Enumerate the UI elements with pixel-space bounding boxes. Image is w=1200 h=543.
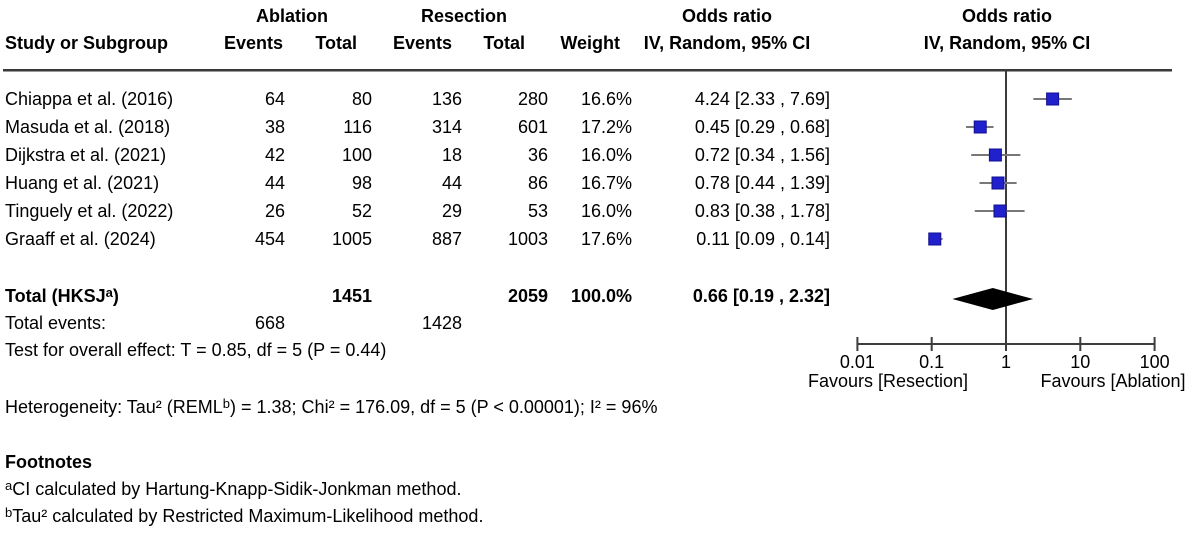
resection-events: 136	[431, 89, 462, 109]
resection-total: 36	[527, 145, 548, 165]
col-header-study: Study or Subgroup	[5, 33, 168, 53]
ablation-total: 80	[351, 89, 372, 109]
weight: 16.0%	[580, 145, 632, 165]
col-header-resection-total: Total	[483, 33, 525, 53]
summary-diamond	[952, 288, 1034, 310]
x-tick-label: 0.01	[840, 352, 875, 372]
resection-total: 280	[517, 89, 548, 109]
or-label: 0.83 [0.38 , 1.78]	[694, 201, 830, 221]
resection-events: 314	[431, 117, 462, 137]
x-tick-label: 100	[1140, 352, 1170, 372]
ablation-events: 44	[264, 173, 285, 193]
resection-events: 887	[431, 229, 462, 249]
total-events-resection: 1428	[421, 313, 462, 333]
col-header-resection-events: Events	[392, 33, 452, 53]
group-header-odds-ratio-plot: Odds ratio	[961, 6, 1053, 26]
or-label: 4.24 [2.33 , 7.69]	[694, 89, 830, 109]
group-header-resection: Resection	[420, 6, 508, 26]
ablation-total: 1005	[331, 229, 372, 249]
weight: 16.0%	[580, 201, 632, 221]
group-header-ablation: Ablation	[256, 6, 328, 26]
total-events-label: Total events:	[5, 313, 107, 333]
overall-effect-test: Test for overall effect: T = 0.85, df = …	[5, 340, 387, 360]
favours-right-label: Favours [Ablation]	[1040, 371, 1185, 391]
ablation-total: 100	[341, 145, 372, 165]
col-header-ablation-total: Total	[315, 33, 357, 53]
or-marker	[928, 232, 942, 246]
ablation-total: 98	[351, 173, 372, 193]
or-label: 0.72 [0.34 , 1.56]	[694, 145, 830, 165]
x-tick-label: 0.1	[919, 352, 944, 372]
or-label: 0.11 [0.09 , 0.14]	[696, 229, 830, 249]
or-marker	[988, 148, 1002, 162]
header-rule	[3, 69, 1172, 71]
total-weight: 100.0%	[570, 286, 632, 306]
study-label: Huang et al. (2021)	[5, 173, 160, 193]
ablation-total: 52	[351, 201, 372, 221]
ablation-total: 116	[343, 117, 372, 137]
weight: 16.7%	[580, 173, 632, 193]
ablation-events: 26	[264, 201, 285, 221]
study-label: Masuda et al. (2018)	[5, 117, 171, 137]
study-label: Tinguely et al. (2022)	[5, 201, 174, 221]
weight: 17.6%	[580, 229, 632, 249]
or-marker	[1046, 92, 1060, 106]
resection-total: 1003	[507, 229, 548, 249]
footnote-b: bTau² calculated by Restricted Maximum-L…	[5, 505, 484, 526]
col-header-ci-text: IV, Random, 95% CI	[643, 33, 811, 53]
footnote-a: aCI calculated by Hartung-Knapp-Sidik-Jo…	[5, 478, 462, 499]
or-label: 0.78 [0.44 , 1.39]	[694, 173, 830, 193]
resection-events: 44	[441, 173, 462, 193]
heterogeneity-test: Heterogeneity: Tau² (REMLb) = 1.38; Chi²…	[5, 396, 658, 417]
total-label: Total (HKSJa)	[5, 285, 119, 306]
group-header-odds-ratio-text: Odds ratio	[681, 6, 773, 26]
weight: 17.2%	[580, 117, 632, 137]
resection-events: 18	[441, 145, 462, 165]
weight: 16.6%	[580, 89, 632, 109]
total-resection-total: 2059	[507, 286, 548, 306]
resection-events: 29	[441, 201, 462, 221]
ablation-events: 454	[254, 229, 285, 249]
col-header-weight: Weight	[560, 33, 620, 53]
ablation-events: 42	[264, 145, 285, 165]
ablation-events: 64	[264, 89, 285, 109]
study-label: Chiappa et al. (2016)	[5, 89, 174, 109]
header-rule-shadow	[3, 71, 1172, 72]
study-label: Dijkstra et al. (2021)	[5, 145, 167, 165]
or-marker	[993, 204, 1007, 218]
or-marker	[991, 176, 1005, 190]
favours-left-label: Favours [Resection]	[808, 371, 968, 391]
or-label: 0.45 [0.29 , 0.68]	[694, 117, 830, 137]
resection-total: 86	[527, 173, 548, 193]
total-or-label: 0.66 [0.19 , 2.32]	[692, 286, 830, 306]
footnotes-heading: Footnotes	[5, 452, 92, 472]
ablation-events: 38	[264, 117, 285, 137]
or-marker	[973, 120, 987, 134]
total-ablation-total: 1451	[331, 286, 372, 306]
resection-total: 53	[527, 201, 548, 221]
total-events-ablation: 668	[254, 313, 285, 333]
study-label: Graaff et al. (2024)	[5, 229, 156, 249]
x-tick-label: 1	[1001, 352, 1011, 372]
col-header-ablation-events: Events	[223, 33, 283, 53]
col-header-ci-plot: IV, Random, 95% CI	[923, 33, 1091, 53]
resection-total: 601	[517, 117, 548, 137]
x-tick-label: 10	[1070, 352, 1090, 372]
